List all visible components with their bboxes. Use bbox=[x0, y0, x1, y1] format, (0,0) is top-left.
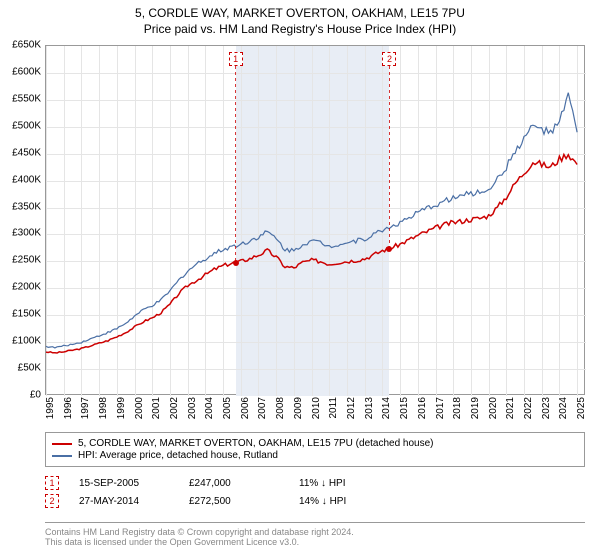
sale-date-2: 27-MAY-2014 bbox=[79, 496, 189, 507]
xtick-label: 2019 bbox=[470, 397, 481, 437]
xtick-label: 2018 bbox=[452, 397, 463, 437]
chart-container: 5, CORDLE WAY, MARKET OVERTON, OAKHAM, L… bbox=[0, 0, 600, 560]
xtick-label: 2004 bbox=[204, 397, 215, 437]
ytick-label: £400K bbox=[12, 174, 41, 185]
legend-label-property: 5, CORDLE WAY, MARKET OVERTON, OAKHAM, L… bbox=[78, 438, 434, 449]
legend-row-property: 5, CORDLE WAY, MARKET OVERTON, OAKHAM, L… bbox=[52, 438, 578, 449]
chart-area: 12 £0£50K£100K£150K£200K£250K£300K£350K£… bbox=[45, 45, 585, 395]
footer-line2: This data is licensed under the Open Gov… bbox=[45, 537, 585, 547]
sale-dot-1 bbox=[233, 260, 239, 266]
legend-label-hpi: HPI: Average price, detached house, Rutl… bbox=[78, 450, 278, 461]
sale-date-1: 15-SEP-2005 bbox=[79, 478, 189, 489]
sale-dot-2 bbox=[386, 246, 392, 252]
title-subtitle: Price paid vs. HM Land Registry's House … bbox=[0, 22, 600, 36]
series-hpi bbox=[46, 93, 577, 348]
xtick-label: 1998 bbox=[98, 397, 109, 437]
ytick-label: £600K bbox=[12, 66, 41, 77]
xtick-label: 2001 bbox=[151, 397, 162, 437]
sale-marker-box-1: 1 bbox=[229, 52, 243, 66]
ytick-label: £100K bbox=[12, 336, 41, 347]
xtick-label: 2010 bbox=[311, 397, 322, 437]
xtick-label: 2025 bbox=[576, 397, 587, 437]
ytick-label: £0 bbox=[30, 390, 41, 401]
xtick-label: 2012 bbox=[346, 397, 357, 437]
legend-swatch-property bbox=[52, 443, 72, 445]
xtick-label: 2021 bbox=[505, 397, 516, 437]
ytick-label: £450K bbox=[12, 147, 41, 158]
ytick-label: £50K bbox=[18, 363, 41, 374]
sales-table: 1 15-SEP-2005 £247,000 11% ↓ HPI 2 27-MA… bbox=[45, 472, 585, 512]
xtick-label: 2011 bbox=[328, 397, 339, 437]
xtick-label: 2020 bbox=[488, 397, 499, 437]
sale-row-1: 1 15-SEP-2005 £247,000 11% ↓ HPI bbox=[45, 476, 585, 490]
ytick-label: £200K bbox=[12, 282, 41, 293]
xtick-label: 2016 bbox=[417, 397, 428, 437]
xtick-label: 1996 bbox=[63, 397, 74, 437]
footer-attribution: Contains HM Land Registry data © Crown c… bbox=[45, 522, 585, 547]
xtick-label: 2000 bbox=[134, 397, 145, 437]
xtick-label: 2008 bbox=[275, 397, 286, 437]
sale-marker-box-2: 2 bbox=[382, 52, 396, 66]
title-address: 5, CORDLE WAY, MARKET OVERTON, OAKHAM, L… bbox=[0, 6, 600, 20]
sale-price-1: £247,000 bbox=[189, 478, 299, 489]
line-series-svg bbox=[46, 46, 586, 396]
xtick-label: 2023 bbox=[541, 397, 552, 437]
footer-line1: Contains HM Land Registry data © Crown c… bbox=[45, 527, 585, 537]
ytick-label: £550K bbox=[12, 93, 41, 104]
ytick-label: £350K bbox=[12, 201, 41, 212]
xtick-label: 2003 bbox=[187, 397, 198, 437]
xtick-label: 2013 bbox=[364, 397, 375, 437]
xtick-label: 1995 bbox=[45, 397, 56, 437]
sale-delta-2: 14% ↓ HPI bbox=[299, 496, 409, 507]
xtick-label: 1999 bbox=[116, 397, 127, 437]
ytick-label: £500K bbox=[12, 120, 41, 131]
xtick-label: 2007 bbox=[257, 397, 268, 437]
ytick-label: £300K bbox=[12, 228, 41, 239]
sale-marker-2: 2 bbox=[45, 494, 59, 508]
xtick-label: 2024 bbox=[558, 397, 569, 437]
ytick-label: £250K bbox=[12, 255, 41, 266]
sale-marker-1: 1 bbox=[45, 476, 59, 490]
sale-price-2: £272,500 bbox=[189, 496, 299, 507]
ytick-label: £650K bbox=[12, 40, 41, 51]
plot-box: 12 bbox=[45, 45, 585, 395]
xtick-label: 2005 bbox=[222, 397, 233, 437]
legend-box: 5, CORDLE WAY, MARKET OVERTON, OAKHAM, L… bbox=[45, 432, 585, 467]
title-block: 5, CORDLE WAY, MARKET OVERTON, OAKHAM, L… bbox=[0, 0, 600, 36]
ytick-label: £150K bbox=[12, 309, 41, 320]
xtick-label: 2009 bbox=[293, 397, 304, 437]
xtick-label: 2017 bbox=[435, 397, 446, 437]
xtick-label: 2022 bbox=[523, 397, 534, 437]
legend-row-hpi: HPI: Average price, detached house, Rutl… bbox=[52, 450, 578, 461]
xtick-label: 2006 bbox=[240, 397, 251, 437]
xtick-label: 2015 bbox=[399, 397, 410, 437]
xtick-label: 2002 bbox=[169, 397, 180, 437]
sale-row-2: 2 27-MAY-2014 £272,500 14% ↓ HPI bbox=[45, 494, 585, 508]
legend-swatch-hpi bbox=[52, 455, 72, 457]
xtick-label: 2014 bbox=[381, 397, 392, 437]
xtick-label: 1997 bbox=[80, 397, 91, 437]
sale-delta-1: 11% ↓ HPI bbox=[299, 478, 409, 489]
